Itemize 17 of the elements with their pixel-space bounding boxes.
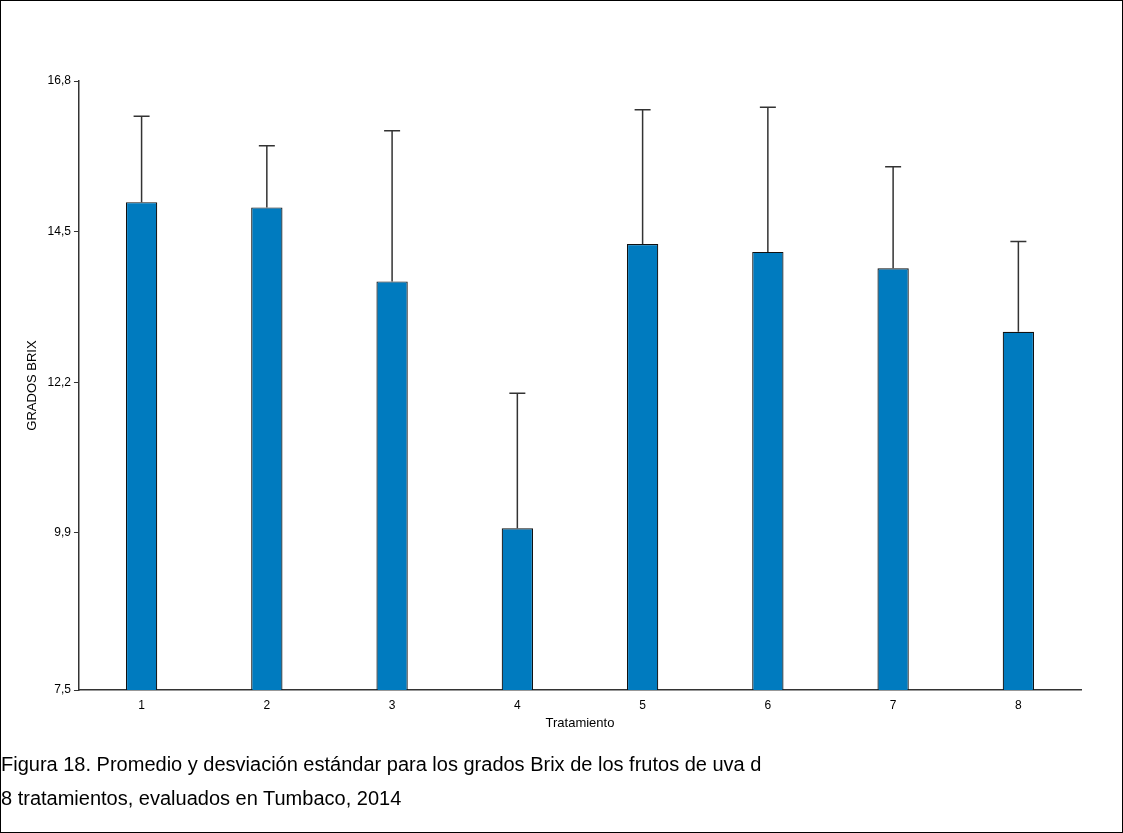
text: 8 tratamientos, evaluados en Tumbaco, 2014 bbox=[1, 787, 402, 810]
y-tick-label: 7,5 bbox=[54, 682, 72, 697]
y-tick-label: 12,2 bbox=[47, 374, 72, 389]
x-tick-label: 8 bbox=[1015, 697, 1023, 712]
x-tick-label: 1 bbox=[138, 697, 146, 712]
y-tick-label: 16,8 bbox=[47, 73, 72, 88]
y-tick-label: 14,5 bbox=[47, 223, 72, 238]
x-tick-label: 6 bbox=[764, 697, 772, 712]
x-axis-title: Tratamiento bbox=[545, 714, 615, 730]
x-tick-label: 2 bbox=[263, 697, 271, 712]
x-tick-label: 7 bbox=[889, 697, 897, 712]
text: Figura 18. Promedio y desviación estándar para los grados Brix de los frutos de uva d bbox=[1, 753, 762, 776]
x-tick-label: 3 bbox=[388, 697, 396, 712]
x-tick-label: 4 bbox=[514, 697, 522, 712]
y-tick-label: 9,9 bbox=[54, 525, 72, 540]
y-axis-title: GRADOS BRIX bbox=[24, 340, 40, 431]
x-tick-label: 5 bbox=[639, 697, 647, 712]
